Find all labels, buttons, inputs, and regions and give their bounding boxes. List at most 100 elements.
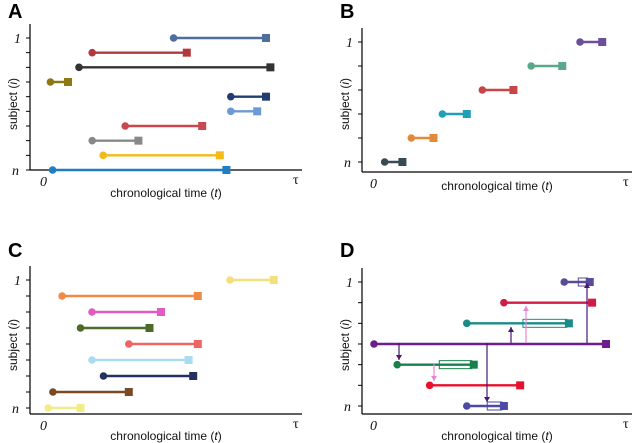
exit-square xyxy=(193,292,202,300)
x-tick-label-end: τ xyxy=(293,417,299,432)
entry-point xyxy=(227,92,235,101)
entry-point xyxy=(478,86,487,94)
entry-point xyxy=(125,340,133,348)
entry-point xyxy=(576,38,584,46)
y-axis-label: subject (i) xyxy=(338,319,352,371)
subject-interval xyxy=(88,48,191,57)
entry-point xyxy=(121,122,129,130)
subject-interval xyxy=(76,324,154,332)
subject-interval xyxy=(88,308,165,316)
subject-interval xyxy=(227,92,270,101)
exit-square xyxy=(184,356,193,364)
x-tick-label-start: 0 xyxy=(370,419,377,434)
subject-interval xyxy=(576,38,607,46)
subject-interval xyxy=(99,151,224,160)
panel-a: A 1 n 0 τ chronological time (t) subject (i) xyxy=(6,1,302,200)
panel-b: B 1 n 0 τ chronological time (t) subject (i) xyxy=(338,1,632,193)
exit-square xyxy=(64,78,72,86)
entry-point xyxy=(560,278,569,286)
x-axis-label: chronological time (t) xyxy=(110,186,221,200)
subject-interval xyxy=(46,78,72,86)
sampling-arrow xyxy=(396,343,402,360)
exit-square xyxy=(145,324,154,332)
entry-point xyxy=(463,319,471,328)
entry-point xyxy=(88,308,96,316)
exit-square xyxy=(558,62,567,70)
y-tick-label-top: 1 xyxy=(346,276,353,291)
y-tick-label-top: 1 xyxy=(346,36,353,51)
entry-point xyxy=(425,381,434,390)
entry-point xyxy=(226,276,234,284)
exit-square xyxy=(134,136,143,145)
y-axis-label: subject (i) xyxy=(6,319,20,371)
exit-square xyxy=(398,158,407,166)
entry-point xyxy=(58,292,66,300)
panel-label: D xyxy=(340,240,354,262)
entry-point xyxy=(48,166,57,174)
exit-square xyxy=(564,319,573,328)
panel-c: C 1 n 0 τ chronological time (t) subject (i) xyxy=(6,240,302,443)
entry-point xyxy=(407,134,416,142)
exit-square xyxy=(189,372,198,380)
exit-square xyxy=(516,381,525,390)
y-tick-label-top: 1 xyxy=(14,274,21,289)
exit-square xyxy=(499,402,508,410)
subject-interval xyxy=(478,86,518,94)
subject-interval xyxy=(463,318,573,328)
sampling-arrow xyxy=(508,327,514,343)
subject-interval xyxy=(463,401,508,411)
subject-interval xyxy=(438,110,471,118)
panel-label: B xyxy=(340,1,354,23)
exit-square xyxy=(262,92,270,101)
exit-square xyxy=(157,308,165,316)
entry-point xyxy=(46,78,55,86)
panel-label: A xyxy=(8,1,22,23)
subject-interval xyxy=(407,134,438,142)
y-tick-label-bottom: n xyxy=(344,400,351,415)
exit-square xyxy=(588,298,597,307)
x-axis-label: chronological time (t) xyxy=(441,429,552,443)
y-axis-label: subject (i) xyxy=(338,78,352,130)
entry-point xyxy=(44,404,53,412)
exit-square xyxy=(602,340,610,348)
entry-point xyxy=(88,48,96,57)
subject-interval xyxy=(425,381,525,390)
entry-point xyxy=(438,110,447,118)
subject-interval xyxy=(44,404,85,412)
entry-point xyxy=(99,151,107,160)
subject-interval xyxy=(58,292,202,300)
exit-square xyxy=(462,110,471,118)
exit-square xyxy=(585,278,594,286)
x-tick-label-end: τ xyxy=(623,175,629,190)
subject-interval xyxy=(75,63,275,72)
exit-square xyxy=(269,276,278,284)
exit-square xyxy=(76,404,85,412)
sampling-arrow xyxy=(523,306,529,343)
subject-interval xyxy=(560,277,594,287)
x-tick-label-start: 0 xyxy=(40,419,47,434)
y-axis-label: subject (i) xyxy=(6,78,20,130)
subject-interval xyxy=(227,107,262,116)
entry-point xyxy=(99,372,108,380)
entry-point xyxy=(75,63,83,72)
exit-square xyxy=(193,340,202,348)
exit-square xyxy=(509,86,518,94)
exit-square xyxy=(429,134,438,142)
sampling-arrow xyxy=(584,283,590,343)
entry-point xyxy=(169,34,178,42)
exit-square xyxy=(215,151,224,160)
subject-interval xyxy=(99,372,198,380)
subject-interval xyxy=(527,62,567,70)
entry-point xyxy=(463,402,471,410)
subject-interval xyxy=(125,340,202,348)
panel-d: D 1 n 0 τ chronological time (t) subject (i) xyxy=(338,240,632,443)
exit-square xyxy=(198,122,207,130)
exit-square xyxy=(182,48,191,57)
subject-interval xyxy=(393,360,478,370)
entry-point xyxy=(49,388,57,396)
subject-interval xyxy=(121,122,207,130)
exit-square xyxy=(253,107,262,116)
x-axis-label: chronological time (t) xyxy=(110,429,221,443)
y-tick-label-bottom: n xyxy=(12,402,19,417)
